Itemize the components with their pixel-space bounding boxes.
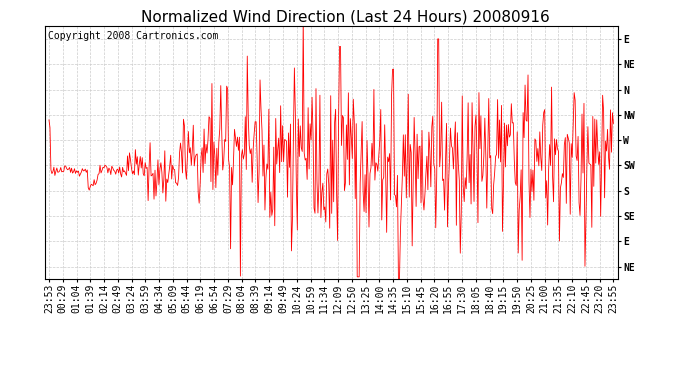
Text: Normalized Wind Direction (Last 24 Hours) 20080916: Normalized Wind Direction (Last 24 Hours… — [141, 9, 549, 24]
Text: Copyright 2008 Cartronics.com: Copyright 2008 Cartronics.com — [48, 32, 218, 41]
